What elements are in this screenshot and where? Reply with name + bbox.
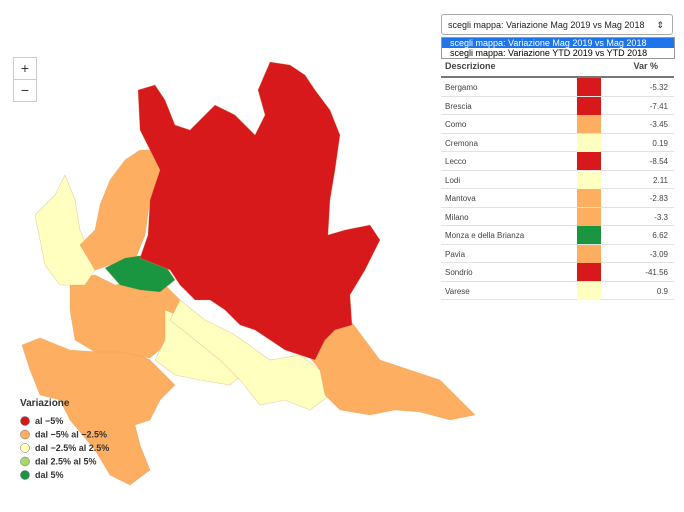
- region-sondrio-lecco-bergamo-brescia: [137, 61, 381, 361]
- region-mantova: [299, 319, 476, 421]
- legend-label: dal −5% al −2.5%: [35, 430, 107, 440]
- table-row: Bergamo -5.32: [441, 78, 674, 97]
- province-name: Lecco: [445, 157, 467, 166]
- province-name: Milano: [445, 212, 469, 222]
- table-row: Varese 0.9: [441, 281, 674, 300]
- variation-value: -7.41: [649, 101, 668, 111]
- table-row: Pavia -3.09: [441, 244, 674, 263]
- legend-swatch: [20, 443, 30, 453]
- color-swatch: [577, 226, 601, 244]
- legend: al −5% dal −5% al −2.5% dal −2.5% al 2.5% d…: [20, 416, 109, 480]
- selector-value: scegli mappa: Variazione Mag 2019 vs Mag…: [448, 20, 645, 30]
- table-row: Lodi 2.11: [441, 170, 674, 189]
- header-cell[interactable]: Descrizione: [445, 61, 496, 71]
- color-swatch: [577, 96, 601, 115]
- province-name: Brescia: [445, 101, 472, 111]
- variation-value: -3.45: [649, 120, 668, 129]
- color-swatch: [577, 189, 601, 207]
- zoom-out-button[interactable]: −: [13, 79, 37, 102]
- color-swatch: [577, 115, 601, 133]
- variation-value: -5.32: [649, 83, 668, 92]
- color-swatch: [577, 133, 601, 152]
- header-cell[interactable]: Var %: [633, 61, 658, 71]
- variation-value: 6.62: [652, 231, 668, 240]
- map-selector[interactable]: scegli mappa: Variazione Mag 2019 vs Mag…: [441, 14, 673, 35]
- province-name: Como: [445, 120, 467, 129]
- variation-value: -8.54: [649, 157, 668, 166]
- color-swatch: [577, 244, 601, 263]
- legend-label: dal 2.5% al 5%: [35, 457, 97, 467]
- legend-label: al −5%: [35, 416, 63, 426]
- province-name: Lodi: [445, 175, 461, 185]
- data-table: Descrizione Var % Bergamo -5.32 Brescia -7.…: [441, 56, 674, 300]
- province-name: Mantova: [445, 194, 476, 203]
- province-name: Bergamo: [445, 83, 478, 92]
- variation-value: -3.3: [654, 212, 668, 222]
- province-name: Pavia: [445, 249, 466, 259]
- legend-label: dal 5%: [35, 470, 64, 480]
- legend-swatch: [20, 429, 30, 440]
- color-swatch: [577, 207, 601, 226]
- table-row: Cremona 0.19: [441, 133, 674, 152]
- selector-arrow: ⇕: [656, 20, 664, 30]
- region-varese: [34, 174, 96, 286]
- table-header: Descrizione Var %: [441, 56, 674, 78]
- province-name: Varese: [445, 286, 470, 296]
- zoom-in-button[interactable]: +: [13, 57, 37, 80]
- variation-value: -41.56: [645, 268, 668, 277]
- table-row: Monza e della Brianza 6.62: [441, 226, 674, 245]
- selector-option[interactable]: scegli mappa: Variazione Mag 2019 vs Mag…: [442, 38, 674, 48]
- variation-value: 0.19: [652, 138, 668, 148]
- color-swatch: [577, 263, 601, 281]
- selector-option[interactable]: scegli mappa: Variazione YTD 2019 vs YTD…: [450, 48, 648, 58]
- province-name: Cremona: [445, 138, 478, 148]
- legend-swatch: [20, 416, 30, 426]
- table-row: Sondrio -41.56: [441, 263, 674, 282]
- table-row: Milano -3.3: [441, 207, 674, 226]
- color-swatch: [577, 152, 601, 170]
- table-row: Mantova -2.83: [441, 189, 674, 208]
- table-row: Lecco -8.54: [441, 152, 674, 171]
- table-row: Como -3.45: [441, 115, 674, 134]
- color-swatch: [577, 281, 601, 300]
- legend-title: Variazione: [20, 398, 70, 409]
- legend-swatch: [20, 456, 30, 467]
- color-swatch: [577, 78, 601, 96]
- province-name: Sondrio: [445, 268, 473, 277]
- region-cremona: [169, 299, 331, 411]
- selector-options: scegli mappa: Variazione Mag 2019 vs Mag…: [441, 37, 675, 59]
- table-row: Brescia -7.41: [441, 96, 674, 115]
- province-name: Monza e della Brianza: [445, 231, 525, 240]
- color-swatch: [577, 170, 601, 189]
- variation-value: 0.9: [656, 286, 668, 296]
- legend-swatch: [20, 470, 30, 480]
- variation-value: 2.11: [653, 175, 668, 185]
- variation-value: -2.83: [649, 194, 668, 203]
- legend-label: dal −2.5% al 2.5%: [35, 443, 109, 453]
- variation-value: -3.09: [649, 249, 668, 259]
